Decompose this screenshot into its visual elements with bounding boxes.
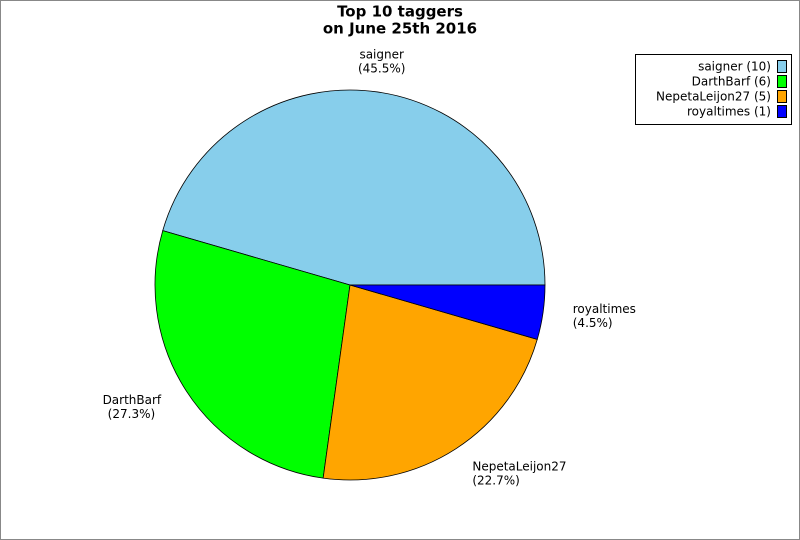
slice-percent: (4.5%) (573, 316, 613, 330)
pie-slice (154, 230, 351, 479)
legend-swatch (777, 60, 787, 73)
legend-label: DarthBarf (6) (692, 75, 771, 89)
slice-label: saigner (359, 48, 404, 62)
legend-label: royaltimes (1) (687, 105, 771, 119)
pie-slice (322, 284, 538, 481)
pie-slice (162, 89, 546, 286)
slice-label: royaltimes (573, 302, 636, 316)
slice-percent: (27.3%) (108, 407, 155, 421)
pie-slice (349, 284, 546, 340)
legend (635, 54, 792, 125)
legend-label: NepetaLeijon27 (5) (656, 90, 771, 104)
chart-title: Top 10 taggers (337, 3, 463, 21)
legend-swatch (777, 90, 787, 103)
legend-swatch (777, 105, 787, 118)
slice-percent: (45.5%) (358, 62, 405, 76)
slice-label: DarthBarf (103, 393, 162, 407)
chart-subtitle: on June 25th 2016 (323, 20, 477, 38)
legend-label: saigner (10) (698, 60, 771, 74)
slice-label: NepetaLeijon27 (472, 459, 566, 473)
slice-percent: (22.7%) (472, 473, 519, 487)
legend-swatch (777, 75, 787, 88)
